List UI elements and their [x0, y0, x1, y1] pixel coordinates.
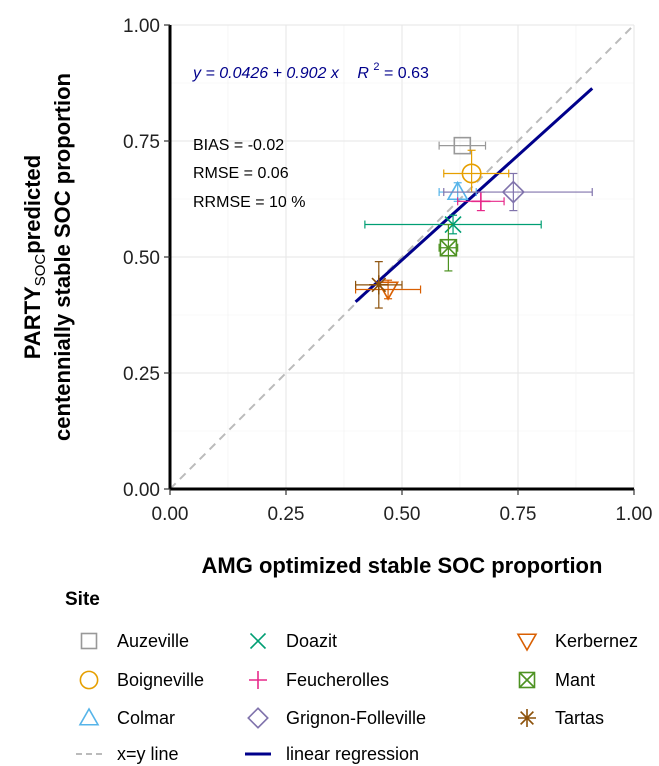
legend-label: Boigneville [117, 670, 204, 690]
point-marker [453, 136, 472, 155]
legend-label: Tartas [555, 708, 604, 728]
identity-line [169, 24, 635, 490]
legend-label: Colmar [117, 708, 175, 728]
regression-line [354, 87, 594, 303]
y-tick-label: 0.75 [123, 132, 160, 153]
point-marker [461, 163, 482, 184]
y-ticks: 0.00 0.25 0.50 0.75 1.00 [123, 16, 170, 501]
legend-key [518, 671, 536, 689]
legend-item: Auzeville [80, 631, 189, 651]
legend-label: Kerbernez [555, 631, 638, 651]
legend-item: Grignon-Folleville [247, 707, 426, 729]
legend-item: linear regression [245, 744, 419, 764]
y-title-sub: SOC [32, 254, 49, 287]
y-tick-label: 0.00 [123, 480, 160, 501]
legend-label: Mant [555, 670, 595, 690]
legend-item: Feucherolles [249, 670, 389, 690]
legend-item: Tartas [518, 708, 604, 728]
legend-label: Feucherolles [286, 670, 389, 690]
legend-item: Boigneville [79, 670, 204, 690]
x-tick-label: 1.00 [616, 504, 653, 525]
plot-area [168, 24, 635, 491]
legend-label: Auzeville [117, 631, 189, 651]
point-marker [501, 180, 525, 204]
legend-key [520, 711, 534, 725]
point-doazit [364, 214, 542, 235]
x-ticks: 0.00 0.25 0.50 0.75 1.00 [152, 489, 653, 525]
point-marker [444, 215, 462, 234]
y-axis-title-line1: PARTYSOCpredicted [20, 155, 49, 359]
legend-item: Doazit [249, 631, 337, 651]
legend-label: x=y line [117, 744, 179, 764]
y-tick-label: 1.00 [123, 16, 160, 37]
r2-sup: 2 [373, 61, 379, 73]
regression-line-group [354, 87, 594, 303]
x-axis-title: AMG optimized stable SOC proportion [202, 553, 603, 578]
legend-key [78, 707, 100, 726]
point-mant [438, 223, 459, 272]
legend-label: linear regression [286, 744, 419, 764]
r2-prefix: R [357, 65, 369, 82]
x-tick-label: 0.75 [500, 504, 537, 525]
r2-value: = 0.63 [384, 65, 429, 82]
point-auzeville [438, 136, 487, 155]
point-marker [439, 238, 458, 257]
point-grignon-folleville [443, 172, 593, 212]
x-tick-label: 0.50 [384, 504, 421, 525]
points-group [355, 136, 593, 309]
x-tick-label: 0.25 [268, 504, 305, 525]
regression-equation: y = 0.0426 + 0.902 x R 2 = 0.63 [192, 57, 429, 82]
point-marker [377, 281, 400, 301]
legend-key [249, 632, 267, 650]
point-kerbernez [355, 279, 422, 301]
point-feucherolles [457, 191, 505, 212]
y-title-main: PARTY [20, 286, 45, 359]
legend-key [518, 671, 536, 689]
legend-item: Colmar [78, 707, 175, 728]
equation-text: y = 0.0426 + 0.902 x [192, 65, 340, 82]
legend: Auzeville Boigneville Colmar Doazit Feuchero… [76, 631, 638, 764]
stat-rrmse: RRMSE = 10 % [193, 194, 305, 211]
grid [169, 24, 635, 490]
legend-item: Mant [518, 670, 595, 690]
point-marker [371, 277, 387, 293]
y-tick-label: 0.50 [123, 248, 160, 269]
legend-key [79, 670, 99, 690]
legend-key [516, 633, 538, 652]
legend-label: Doazit [286, 631, 337, 651]
legend-item: Kerbernez [516, 631, 638, 652]
x-tick-label: 0.00 [152, 504, 189, 525]
legend-item: x=y line [76, 744, 179, 764]
legend-key [247, 707, 269, 729]
stat-rmse: RMSE = 0.06 [193, 165, 289, 182]
legend-key [80, 632, 98, 650]
legend-title: Site [65, 589, 100, 610]
stat-bias: BIAS = -0.02 [193, 137, 284, 154]
point-boigneville [443, 149, 510, 193]
legend-label: Grignon-Folleville [286, 708, 426, 728]
y-axis-title-line2: centennially stable SOC proportion [50, 73, 75, 441]
y-tick-label: 0.25 [123, 364, 160, 385]
point-marker [439, 239, 457, 257]
y-axis-title: PARTYSOCpredicted centennially stable SO… [20, 73, 75, 441]
y-title-rest: predicted [20, 155, 45, 254]
identity-line-group [169, 24, 635, 490]
point-tartas [355, 261, 403, 309]
